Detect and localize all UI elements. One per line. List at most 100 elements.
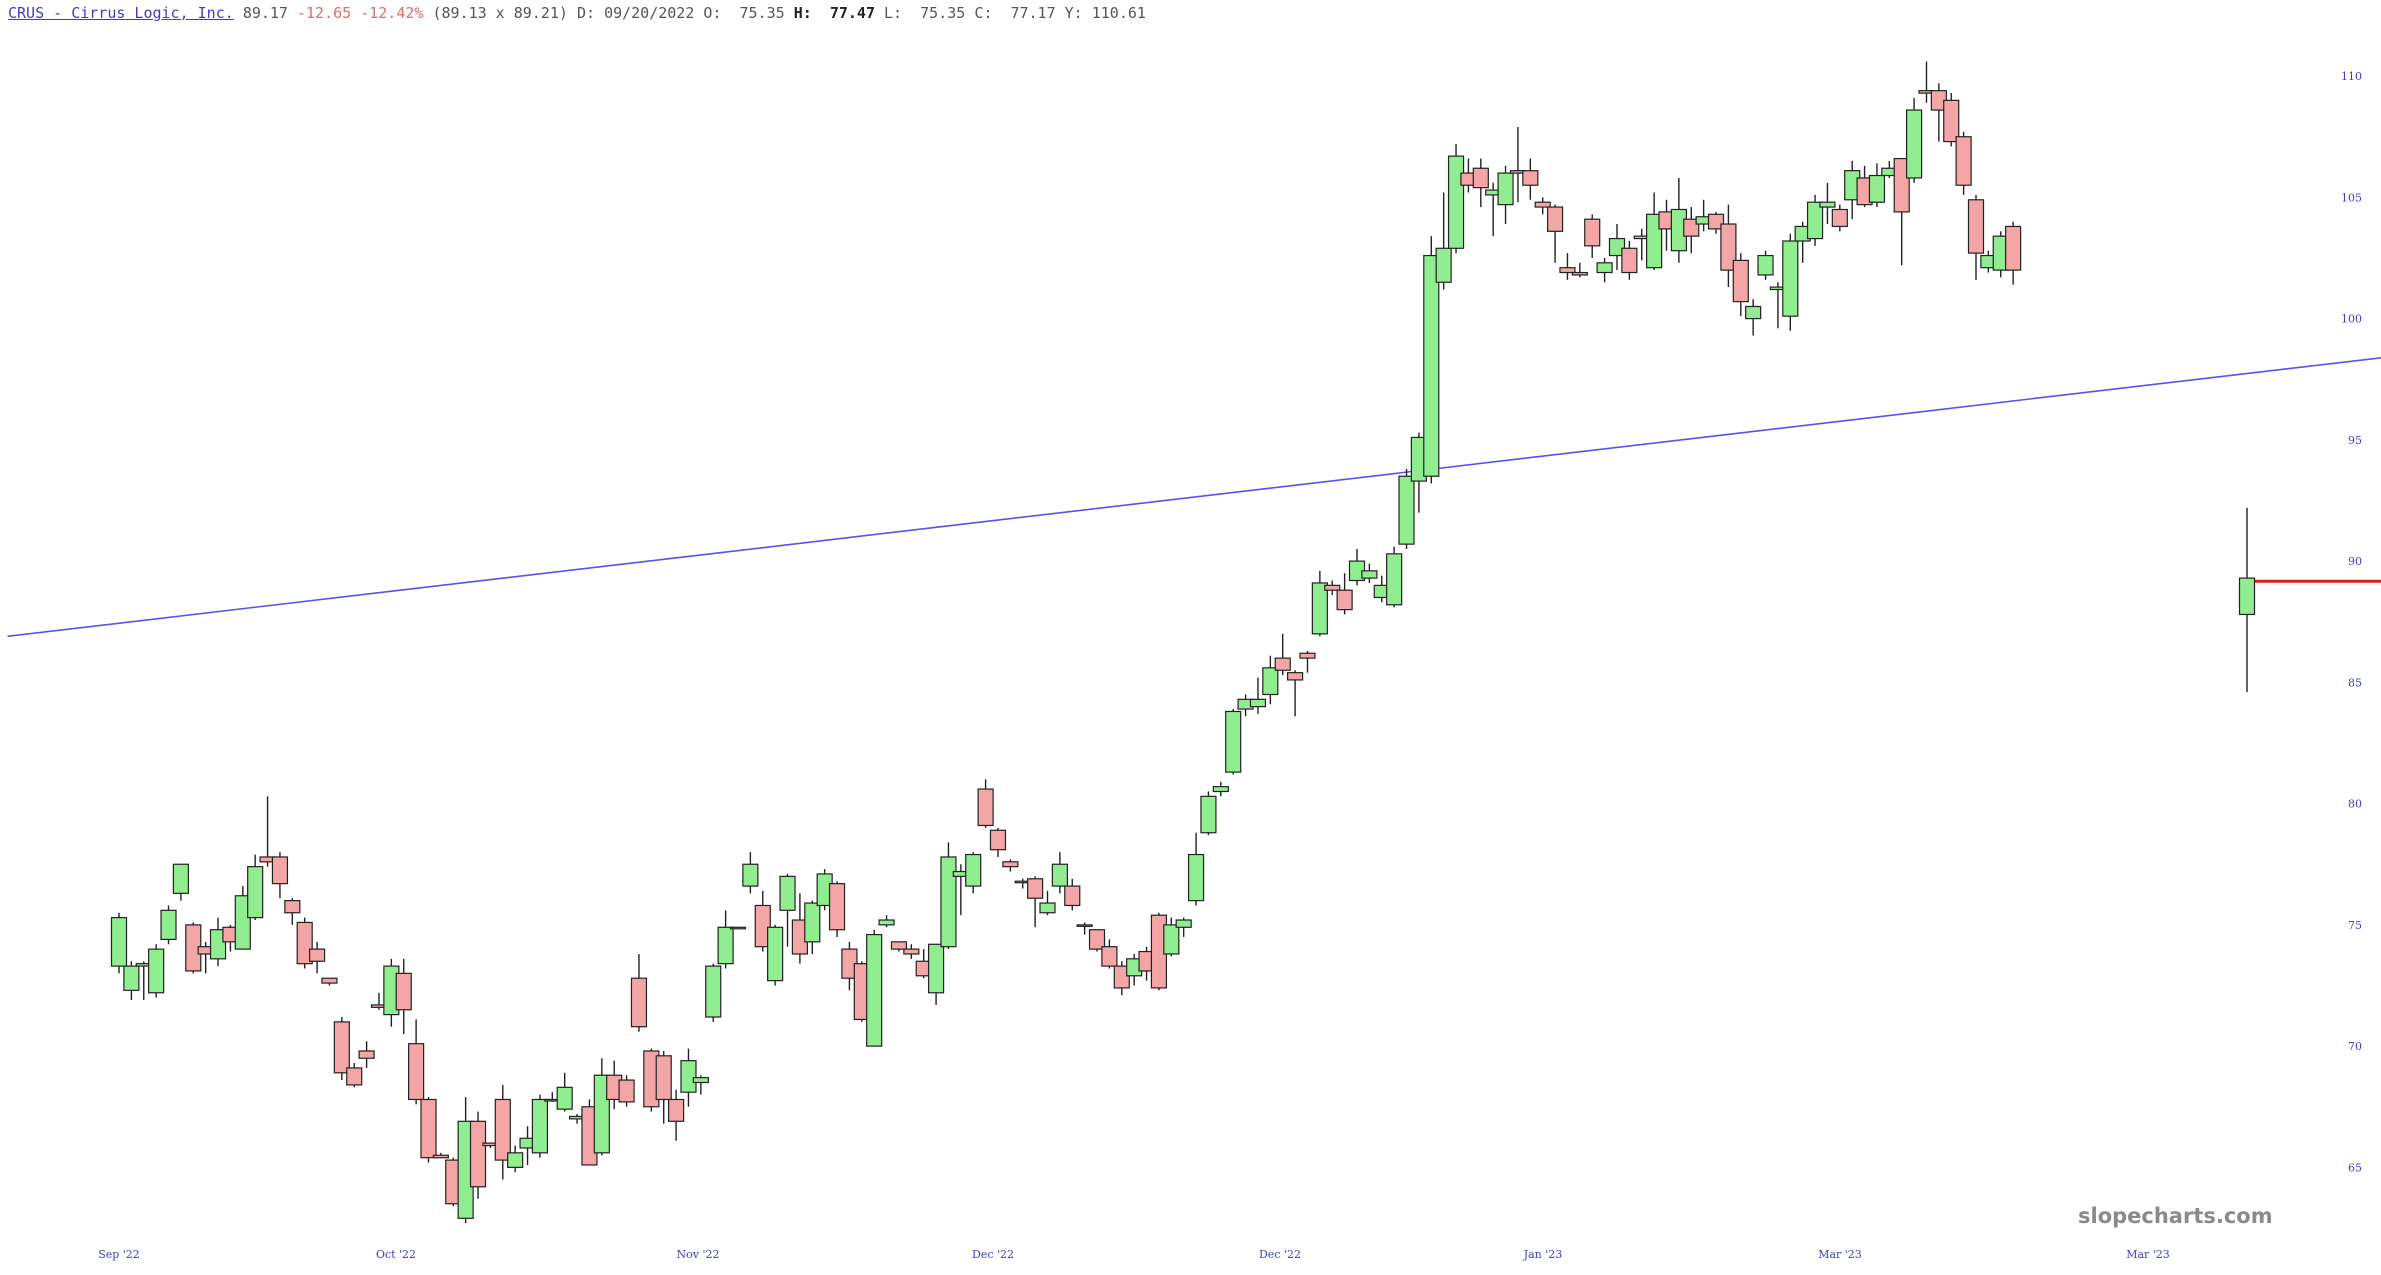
candle	[965, 852, 982, 894]
candle	[358, 1041, 375, 1068]
candle	[1311, 570, 1328, 637]
candle	[1559, 253, 1576, 280]
trendline[interactable]	[7, 336, 2381, 638]
candle	[618, 1075, 635, 1107]
y-tick-label: 75	[2348, 919, 2362, 932]
candle-body	[1584, 218, 1601, 247]
candle-body	[1955, 136, 1972, 186]
candle-body	[333, 1021, 350, 1074]
candle-body	[1311, 582, 1328, 635]
candle	[469, 1111, 487, 1199]
candle	[1806, 194, 1824, 246]
quote-header: CRUS - Cirrus Logic, Inc. 89.17 -12.65 -…	[8, 4, 1146, 22]
candle-body	[408, 1043, 425, 1101]
candle	[395, 958, 412, 1034]
candle-body	[1187, 853, 1205, 902]
candle	[1683, 207, 1700, 254]
x-tick-label: Dec '22	[1259, 1248, 1301, 1261]
candle	[804, 900, 821, 954]
open-label: O:	[703, 4, 722, 22]
candle	[1584, 214, 1601, 258]
candle-body	[1745, 305, 1762, 320]
candle-body	[890, 941, 908, 950]
candle-body	[1497, 172, 1514, 206]
candle-body	[1324, 584, 1341, 591]
candle	[1707, 211, 1725, 234]
candle-body	[680, 1060, 697, 1093]
candle	[680, 1048, 697, 1107]
candle-body	[321, 977, 338, 984]
candle	[1336, 573, 1353, 615]
candle	[1027, 876, 1044, 928]
candle	[1386, 546, 1403, 608]
candle-body	[705, 965, 722, 1018]
candle-body	[1200, 795, 1217, 834]
candle	[791, 893, 809, 964]
candle-body	[1472, 167, 1489, 189]
ticker-link[interactable]: CRUS - Cirrus Logic, Inc.	[8, 4, 234, 22]
candle	[1893, 157, 1910, 266]
candle	[1646, 192, 1663, 271]
candle	[1819, 182, 1836, 225]
candle	[1138, 946, 1155, 981]
candle	[729, 926, 747, 930]
candle	[692, 1075, 709, 1095]
candle	[1608, 224, 1626, 271]
y-value: 110.61	[1091, 4, 1146, 22]
candle-body	[878, 919, 895, 926]
candle-body	[556, 1086, 573, 1110]
candle-body	[667, 1098, 685, 1122]
candle-body	[1386, 553, 1403, 606]
candle	[1905, 97, 1923, 183]
candle	[1546, 204, 1564, 263]
candle	[494, 1084, 511, 1180]
candle-body	[1534, 201, 1551, 208]
candle-body	[358, 1050, 375, 1059]
low-label: L:	[884, 4, 903, 22]
candle-body	[531, 1098, 549, 1154]
y-tick-label: 80	[2348, 798, 2362, 811]
candle-body	[1782, 240, 1799, 317]
candle-body	[395, 972, 412, 1011]
candle	[1373, 575, 1390, 603]
candle	[1410, 432, 1428, 513]
candle-body	[1336, 589, 1353, 611]
candle-body	[866, 933, 883, 1047]
candle	[1274, 633, 1291, 676]
candle	[1967, 194, 1985, 280]
candle	[432, 1152, 449, 1159]
candle-body	[1225, 710, 1242, 773]
y-tick-label: 90	[2348, 555, 2362, 568]
close-label: C:	[974, 4, 993, 22]
candle-body	[2005, 225, 2022, 271]
candle-body	[1546, 206, 1564, 232]
candle-body	[655, 1055, 672, 1101]
candle-body	[1163, 924, 1180, 955]
candle-body	[593, 1074, 610, 1154]
candle-body	[1423, 254, 1440, 477]
candle	[284, 898, 301, 925]
candle	[742, 852, 759, 894]
x-tick-label: Oct '22	[376, 1248, 416, 1261]
candle-body	[1905, 109, 1923, 179]
candles-layer	[110, 61, 2256, 1224]
candle	[779, 873, 796, 947]
candle	[1398, 468, 1415, 549]
candle	[1472, 158, 1489, 208]
candle-body	[271, 856, 289, 885]
candle-body	[618, 1079, 635, 1103]
candle	[1943, 93, 1960, 147]
candle	[209, 917, 227, 967]
candle-body	[1435, 247, 1452, 283]
candle-body	[742, 863, 759, 887]
candle	[1930, 83, 1947, 142]
candle	[927, 943, 945, 1005]
candle	[977, 779, 994, 828]
candle-body	[630, 977, 648, 1028]
candle	[1175, 917, 1192, 937]
candle	[1831, 204, 1848, 232]
candle	[1286, 670, 1304, 717]
candle	[259, 796, 276, 867]
candle-body	[1027, 878, 1044, 899]
